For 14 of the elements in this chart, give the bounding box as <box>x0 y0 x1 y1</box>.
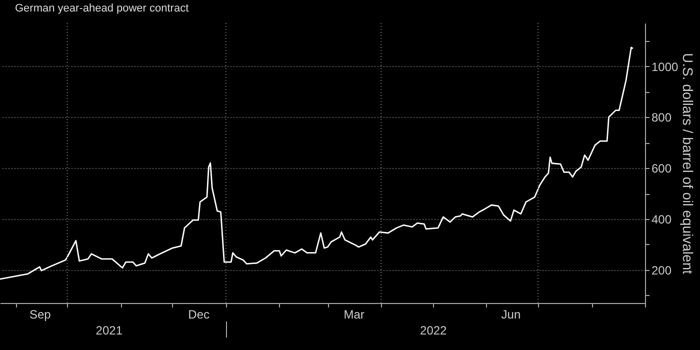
x-tick-label: Dec <box>188 308 210 322</box>
y-tick-label: 600 <box>652 162 672 176</box>
y-axis-title: U.S. dollars / barrel of oil equivalent <box>680 53 696 274</box>
text: German year-ahead power contract <box>15 2 189 14</box>
y-tick-label: 800 <box>652 110 672 125</box>
y-tick-label: 200 <box>652 263 672 278</box>
x2-tick-label: 2021 <box>96 324 123 338</box>
x-tick-label: Mar <box>344 308 364 322</box>
line-series <box>0 46 634 280</box>
x2-tick-label: 2022 <box>420 324 448 338</box>
y-tick-label: 1000 <box>652 60 679 74</box>
x-tick-label: Sep <box>29 308 52 322</box>
x-tick-label: Jun <box>501 308 521 322</box>
y-tick-label: 400 <box>652 212 672 226</box>
